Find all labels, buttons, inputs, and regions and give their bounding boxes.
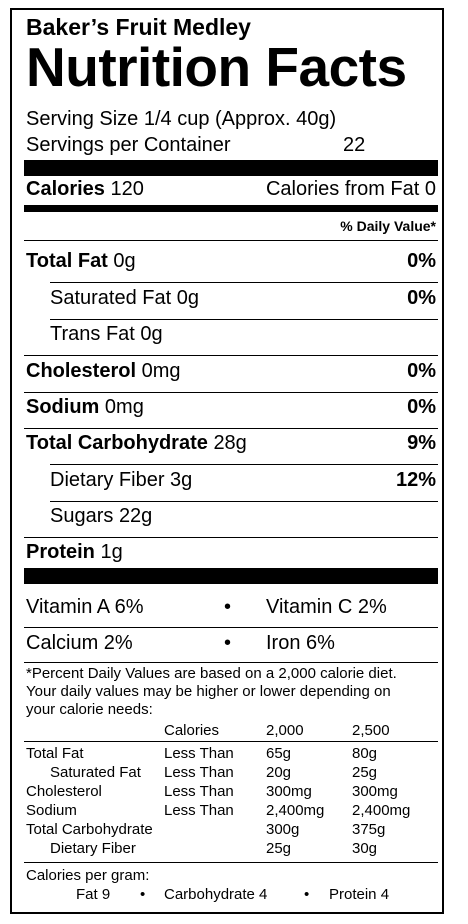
divider [24, 741, 438, 742]
nutrient-dv: 0% [407, 287, 436, 309]
divider [24, 355, 438, 356]
divider [24, 627, 438, 628]
table-row-label: Saturated Fat [50, 764, 141, 781]
nutrient-row-saturated-fat: Saturated Fat 0g 0% [50, 287, 436, 310]
table-row-qualifier: Less Than [164, 783, 234, 800]
thick-divider [24, 160, 438, 176]
calories-from-fat: Calories from Fat 0 [265, 178, 436, 200]
divider [24, 392, 438, 393]
table-row-label: Total Fat [26, 745, 84, 762]
nutrient-dv: 0% [407, 360, 436, 382]
nutrient-name: Total Fat [26, 250, 108, 272]
divider [50, 464, 438, 465]
calories-row: Calories 120 Calories from Fat 0 [26, 178, 436, 201]
calories-label: Calories [26, 178, 105, 200]
nutrient-row-protein: Protein 1g [26, 541, 436, 564]
table-row-value-2500: 300mg [352, 783, 398, 800]
divider [24, 428, 438, 429]
nutrient-name: Protein [26, 541, 95, 563]
table-header-2000: 2,000 [266, 722, 304, 739]
bullet: • [224, 596, 232, 618]
nutrient-row-sodium: Sodium 0mg 0% [26, 396, 436, 419]
nutrient-row-cholesterol: Cholesterol 0mg 0% [26, 360, 436, 383]
divider [24, 240, 438, 241]
daily-value-footnote: *Percent Daily Values are based on a 2,0… [26, 665, 397, 718]
daily-value-header: % Daily Value* [340, 218, 436, 234]
divider [24, 662, 438, 663]
table-header-2500: 2,500 [352, 722, 390, 739]
servings-label: Servings per Container [26, 134, 231, 156]
table-row-qualifier: Less Than [164, 764, 234, 781]
servings-per-container: Servings per Container 22 [26, 134, 436, 157]
table-row-label: Sodium [26, 802, 77, 819]
table-row-value-2000: 300mg [266, 783, 312, 800]
nutrient-row-dietary-fiber: Dietary Fiber 3g 12% [50, 469, 436, 492]
divider [50, 319, 438, 320]
nutrient-amount: 3g [170, 469, 193, 491]
table-row-value-2000: 20g [266, 764, 292, 781]
calories-value: 120 [110, 178, 144, 200]
nutrient-amount: 1g [100, 541, 123, 563]
table-row-value-2500: 2,400mg [352, 802, 411, 819]
nutrient-name: Total Carbohydrate [26, 432, 208, 454]
divider [50, 501, 438, 502]
nutrient-amount: 0mg [104, 396, 144, 418]
iron: Iron 6% [266, 632, 335, 654]
nutrient-amount: 0g [140, 323, 163, 345]
nutrition-facts-title: Nutrition Facts [26, 36, 407, 98]
table-row-value-2000: 300g [266, 821, 300, 838]
table-row-label: Total Carbohydrate [26, 821, 153, 838]
table-row-qualifier: Less Than [164, 745, 234, 762]
nutrition-label: Baker’s Fruit Medley Nutrition Facts Ser… [10, 8, 444, 914]
table-row-value-2000: 25g [266, 840, 292, 857]
nutrient-row-trans-fat: Trans Fat 0g [50, 323, 436, 346]
nutrient-amount: 0g [113, 250, 136, 272]
table-row-value-2000: 2,400mg [266, 802, 325, 819]
nutrient-name: Cholesterol [26, 360, 137, 382]
nutrient-amount: 22g [118, 505, 153, 527]
table-row-qualifier: Less Than [164, 802, 234, 819]
nutrient-name: Trans Fat [50, 323, 135, 345]
calories-per-gram-label: Calories per gram: [26, 867, 150, 884]
thick-divider [24, 568, 438, 584]
nutrient-name: Sugars [50, 505, 114, 527]
vitamin-a: Vitamin A 6% [26, 596, 144, 618]
servings-value: 22 [343, 134, 366, 156]
cpg-carbohydrate: Carbohydrate 4 [164, 886, 268, 903]
table-row-value-2500: 30g [352, 840, 378, 857]
table-header-calories: Calories [164, 722, 220, 739]
cpg-protein: Protein 4 [329, 886, 390, 903]
nutrient-dv: 12% [395, 469, 436, 491]
table-row-value-2500: 25g [352, 764, 378, 781]
table-row-label: Cholesterol [26, 783, 102, 800]
cpg-fat: Fat 9 [76, 886, 111, 903]
nutrient-amount: 0g [176, 287, 199, 309]
divider [24, 862, 438, 863]
nutrient-row-total-fat: Total Fat 0g 0% [26, 250, 436, 273]
nutrient-amount: 28g [213, 432, 247, 454]
table-row-value-2500: 375g [352, 821, 386, 838]
nutrient-name: Dietary Fiber [50, 469, 165, 491]
serving-size: Serving Size 1/4 cup (Approx. 40g) [26, 108, 337, 130]
table-row-value-2500: 80g [352, 745, 378, 762]
nutrient-dv: 0% [407, 396, 436, 418]
nutrient-row-total-carbohydrate: Total Carbohydrate 28g 9% [26, 432, 436, 455]
bullet: • [304, 886, 310, 903]
table-row-label: Dietary Fiber [50, 840, 136, 857]
calcium: Calcium 2% [26, 632, 133, 654]
nutrient-dv: 9% [407, 432, 436, 454]
vitamin-c: Vitamin C 2% [266, 596, 387, 618]
medium-divider [24, 205, 438, 212]
nutrient-name: Sodium [26, 396, 100, 418]
nutrient-row-sugars: Sugars 22g [50, 505, 436, 528]
table-row-value-2000: 65g [266, 745, 292, 762]
divider [24, 537, 438, 538]
bullet: • [224, 632, 232, 654]
nutrient-amount: 0mg [141, 360, 181, 382]
nutrient-dv: 0% [407, 250, 436, 272]
divider [50, 282, 438, 283]
nutrient-name: Saturated Fat [50, 287, 172, 309]
bullet: • [140, 886, 146, 903]
product-name: Baker’s Fruit Medley [26, 14, 251, 40]
